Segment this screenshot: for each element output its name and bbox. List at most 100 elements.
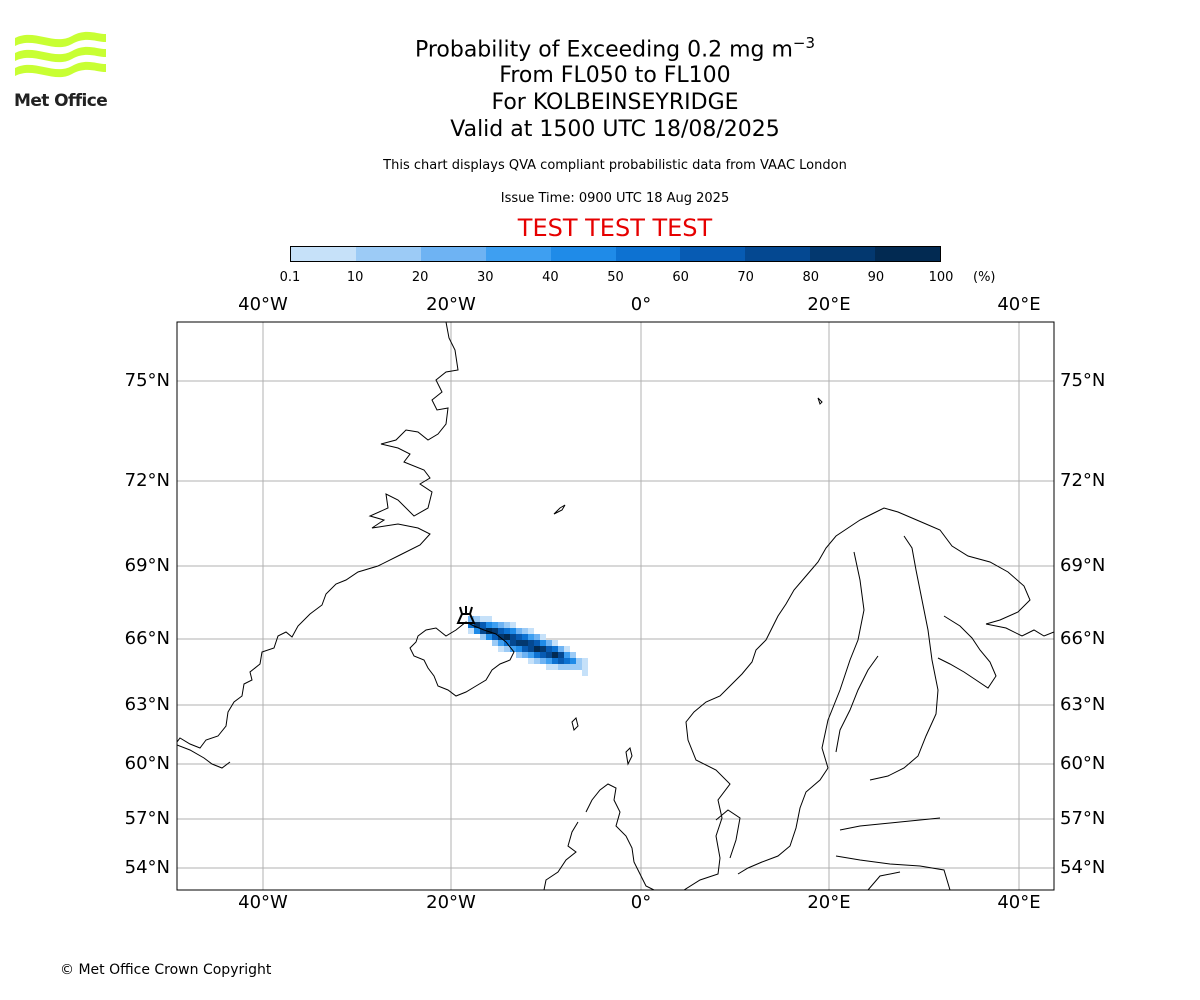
colorbar-segment xyxy=(550,247,616,261)
met-office-logo-text: Met Office xyxy=(14,91,108,111)
plume-cell xyxy=(540,658,546,664)
subtitle-location: For KOLBEINSEYRIDGE xyxy=(491,90,739,115)
plume-cell xyxy=(582,658,588,664)
jan-mayen-coastline xyxy=(553,504,566,515)
colorbar-tick-label: 80 xyxy=(802,270,820,285)
colorbar-segment xyxy=(615,247,681,261)
plume-cell xyxy=(558,652,564,658)
plume-cell xyxy=(510,646,516,652)
plume-cell xyxy=(582,670,588,676)
plume-cell xyxy=(534,640,540,646)
plume-cell xyxy=(558,664,564,670)
issue-time: Issue Time: 0900 UTC 18 Aug 2025 xyxy=(500,191,730,206)
plume-cell xyxy=(510,622,516,628)
plume-cell xyxy=(546,652,552,658)
plume-cell xyxy=(498,646,504,652)
plume-cell xyxy=(510,640,516,646)
colorbar-tick-label: 10 xyxy=(346,270,364,285)
plume-cell xyxy=(552,664,558,670)
colorbar-segment xyxy=(420,247,486,261)
plume-cell xyxy=(546,640,552,646)
plume-cell xyxy=(528,628,534,634)
plume-cell xyxy=(528,634,534,640)
plume-cell xyxy=(498,634,504,640)
plume-cell xyxy=(486,622,492,628)
colorbar-tick-label: 40 xyxy=(542,270,559,285)
colorbar-tick-label: 70 xyxy=(737,270,754,285)
plume-cell xyxy=(486,634,492,640)
plume-cell xyxy=(534,658,540,664)
plume-cell xyxy=(480,622,486,628)
plume-cell xyxy=(546,664,552,670)
plume-cell xyxy=(486,628,492,634)
longitude-label: 0° xyxy=(630,892,652,913)
met-office-logo xyxy=(15,31,106,78)
plume-cell xyxy=(492,628,498,634)
plume-cell xyxy=(564,658,570,664)
plume-cell xyxy=(552,646,558,652)
plume-cell xyxy=(504,634,510,640)
plume-cell xyxy=(504,628,510,634)
chart-title: Probability of Exceeding 0.2 mg m−3 xyxy=(0,30,1200,63)
latitude-label: 60°N xyxy=(1060,753,1106,774)
latitude-label: 72°N xyxy=(1060,470,1106,491)
longitude-label: 40°E xyxy=(997,892,1041,913)
plume-cell xyxy=(540,634,546,640)
plume-cell xyxy=(564,652,570,658)
plume-cell xyxy=(522,646,528,652)
plume-cell xyxy=(492,634,498,640)
plume-cell xyxy=(570,664,576,670)
colorbar-tick-label: 30 xyxy=(477,270,494,285)
colorbar-segment xyxy=(291,247,356,261)
colorbar-tick-label: 50 xyxy=(607,270,624,285)
plume-cell xyxy=(480,628,486,634)
longitude-label: 40°W xyxy=(238,294,288,315)
subtitle-valid-time: Valid at 1500 UTC 18/08/2025 xyxy=(450,117,780,142)
copyright-notice: © Met Office Crown Copyright xyxy=(60,962,272,978)
plume-cell xyxy=(534,646,540,652)
latitude-label: 60°N xyxy=(124,753,170,774)
plume-cell xyxy=(516,646,522,652)
norway-coastline xyxy=(683,507,1031,890)
latitude-label: 57°N xyxy=(124,808,170,829)
plume-cell xyxy=(576,664,582,670)
plume-cell xyxy=(486,616,492,622)
colorbar-segment xyxy=(875,247,941,261)
colorbar-unit: (%) xyxy=(973,270,996,285)
longitude-label: 20°E xyxy=(807,892,851,913)
longitude-label: 20°E xyxy=(807,294,851,315)
plume-cell xyxy=(540,640,546,646)
plume-cell xyxy=(540,646,546,652)
colorbar-tick-label: 20 xyxy=(411,270,429,285)
plume-cell xyxy=(528,652,534,658)
plume-cell xyxy=(516,640,522,646)
plume-cell xyxy=(546,658,552,664)
latitude-label: 63°N xyxy=(1060,694,1106,715)
longitude-label: 40°W xyxy=(238,892,288,913)
colorbar-tick-label: 0.1 xyxy=(279,270,301,285)
plume-cell xyxy=(564,664,570,670)
longitude-label: 20°W xyxy=(426,294,476,315)
longitude-label: 20°W xyxy=(426,892,476,913)
plume-cell xyxy=(558,658,564,664)
colorbar-segment xyxy=(680,247,746,261)
subtitle-levels: From FL050 to FL100 xyxy=(499,63,731,88)
plume-cell xyxy=(552,640,558,646)
graticule xyxy=(177,322,1054,890)
plume-cell xyxy=(504,646,510,652)
colorbar-segment xyxy=(810,247,876,261)
latitude-label: 75°N xyxy=(124,370,170,391)
plume-cell xyxy=(480,634,486,640)
colorbar-tick-label: 60 xyxy=(672,270,689,285)
plume-cell xyxy=(498,622,504,628)
latitude-label: 57°N xyxy=(1060,808,1106,829)
map-area xyxy=(177,322,1054,890)
plume-cell xyxy=(498,628,504,634)
colorbar-segment xyxy=(485,247,551,261)
plume-cell xyxy=(528,658,534,664)
plume-cell xyxy=(516,652,522,658)
latitude-label: 54°N xyxy=(1060,857,1106,878)
latitude-label: 66°N xyxy=(1060,628,1106,649)
plume-cell xyxy=(474,622,480,628)
plume-cell xyxy=(558,646,564,652)
